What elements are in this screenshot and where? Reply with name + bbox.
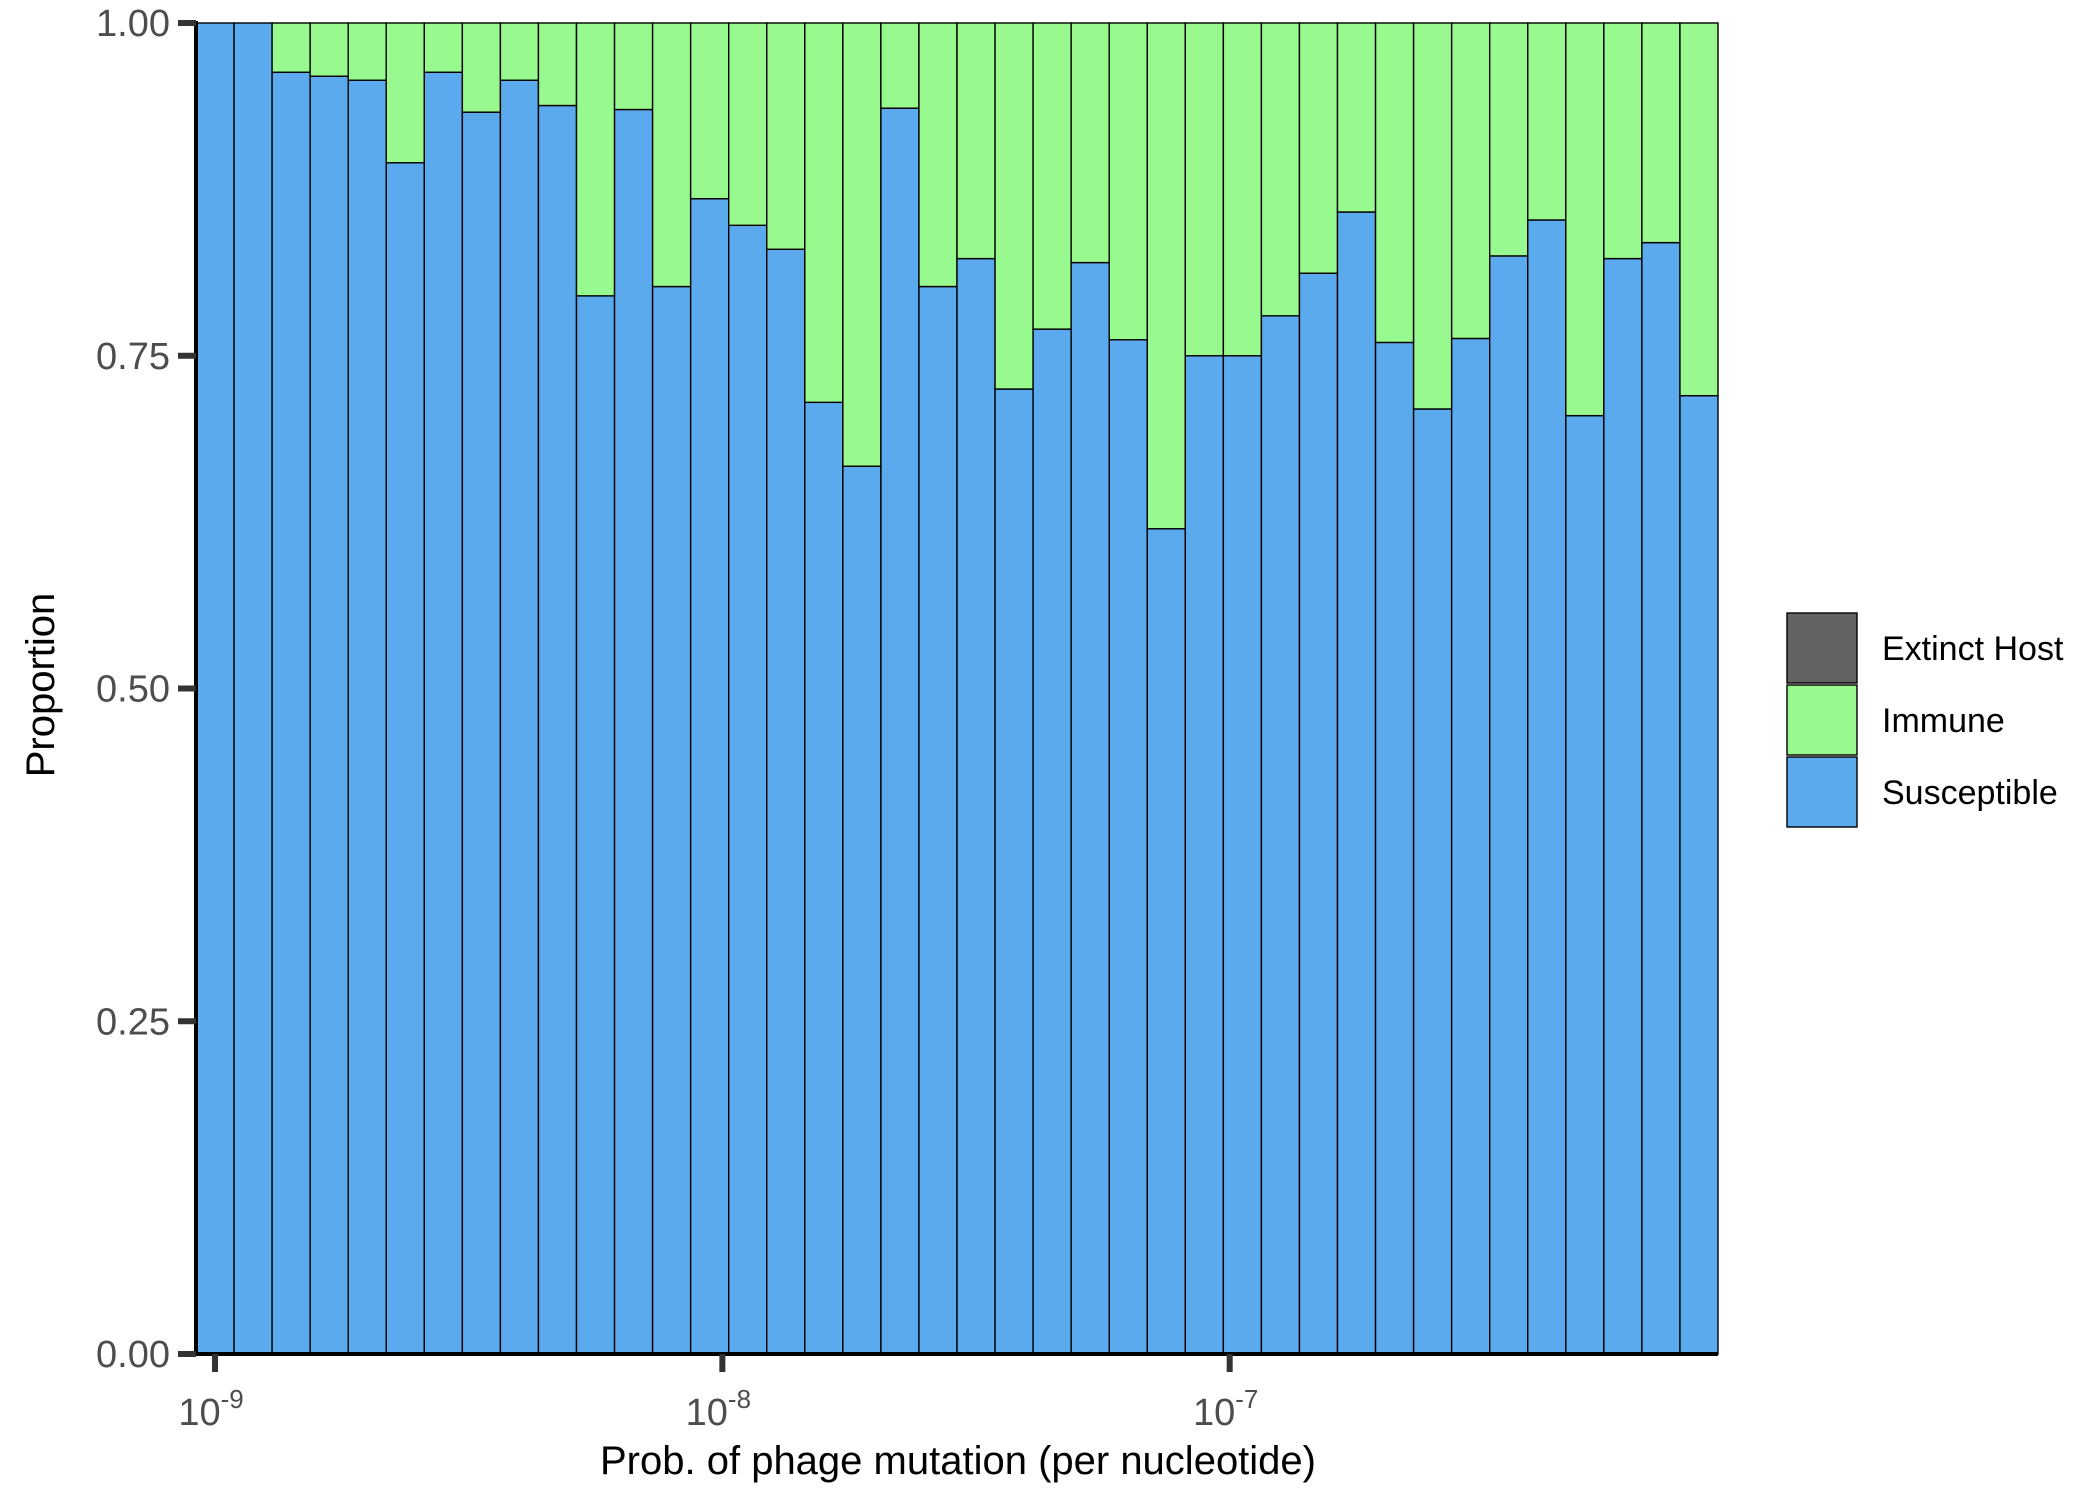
bar-susceptible-38	[1603, 257, 1643, 1355]
bar-immune-37	[1565, 22, 1605, 417]
bar-susceptible-19	[880, 107, 920, 1355]
bar-susceptible-14	[689, 197, 730, 1355]
legend-key-susceptible	[1786, 756, 1858, 828]
bar-susceptible-40	[1679, 394, 1719, 1355]
y-tick-label: 0.25	[96, 1001, 170, 1043]
bar-susceptible-6	[385, 162, 425, 1355]
bar-susceptible-28	[1222, 355, 1263, 1355]
bar-immune-13	[651, 22, 692, 288]
bar-immune-22	[994, 22, 1034, 390]
bar-susceptible-35	[1488, 255, 1529, 1355]
bar-susceptible-31	[1336, 211, 1377, 1355]
bar-susceptible-30	[1298, 272, 1339, 1355]
x-axis-title: Prob. of phage mutation (per nucleotide)	[600, 1439, 1316, 1483]
bar-immune-20	[918, 22, 958, 288]
bars-group	[195, 22, 1719, 1355]
bar-susceptible-32	[1374, 341, 1415, 1355]
bar-susceptible-26	[1146, 528, 1186, 1355]
bar-susceptible-36	[1527, 219, 1567, 1355]
bar-immune-3	[271, 22, 311, 73]
bar-immune-6	[385, 22, 425, 164]
bar-immune-18	[842, 22, 882, 467]
y-axis-title: Proportion	[19, 593, 63, 778]
bar-immune-25	[1108, 22, 1148, 341]
bar-susceptible-7	[423, 71, 464, 1355]
legend-label-immune: Immune	[1882, 702, 2005, 740]
bar-immune-24	[1070, 22, 1110, 264]
bar-immune-5	[347, 22, 387, 81]
bar-immune-31	[1336, 22, 1377, 213]
bar-immune-17	[804, 22, 844, 404]
bar-susceptible-23	[1032, 328, 1072, 1355]
bar-immune-39	[1641, 22, 1681, 244]
bar-susceptible-13	[651, 285, 692, 1355]
x-tick-label: 10-7	[1193, 1384, 1258, 1434]
bar-immune-33	[1412, 22, 1453, 410]
bar-susceptible-39	[1641, 241, 1681, 1355]
axes-group: 0.00 0.25 0.50 0.75 1.00 10-9 10-8 10-7	[96, 3, 1718, 1434]
bar-susceptible-24	[1070, 261, 1110, 1355]
bar-immune-30	[1298, 22, 1339, 274]
bar-susceptible-34	[1450, 337, 1491, 1355]
bar-immune-4	[309, 22, 349, 77]
bar-immune-8	[461, 22, 502, 113]
bar-susceptible-37	[1565, 414, 1605, 1355]
bar-susceptible-33	[1412, 408, 1453, 1355]
bar-susceptible-22	[994, 388, 1034, 1355]
x-tick-label: 10-9	[178, 1384, 243, 1434]
bar-immune-19	[880, 22, 920, 109]
bar-susceptible-20	[918, 285, 958, 1355]
bar-immune-10	[537, 22, 578, 107]
bar-susceptible-17	[804, 401, 844, 1355]
bar-susceptible-18	[842, 465, 882, 1355]
bar-susceptible-5	[347, 79, 387, 1355]
legend-key-extinct-host	[1786, 612, 1858, 684]
bar-susceptible-27	[1184, 355, 1225, 1355]
bar-susceptible-8	[461, 111, 502, 1355]
bar-susceptible-3	[271, 71, 311, 1355]
bar-susceptible-29	[1260, 315, 1301, 1355]
bar-immune-40	[1679, 22, 1719, 397]
bar-immune-16	[766, 22, 806, 250]
bar-immune-15	[728, 22, 768, 227]
bar-susceptible-10	[537, 104, 578, 1355]
y-tick-label: 0.00	[96, 1334, 170, 1376]
x-tick-label: 10-8	[686, 1384, 751, 1434]
bar-immune-12	[613, 22, 654, 111]
bar-immune-28	[1222, 22, 1263, 357]
bar-immune-35	[1488, 22, 1529, 257]
legend: Extinct Host Immune Susceptible	[1786, 612, 2064, 828]
bar-susceptible-21	[956, 257, 996, 1355]
bar-immune-21	[956, 22, 996, 260]
bar-immune-29	[1260, 22, 1301, 317]
bar-susceptible-15	[728, 224, 768, 1355]
legend-label-extinct-host: Extinct Host	[1882, 630, 2064, 668]
bar-immune-9	[499, 22, 540, 81]
bar-susceptible-25	[1108, 339, 1148, 1355]
bar-immune-26	[1146, 22, 1186, 530]
bar-immune-32	[1374, 22, 1415, 344]
bar-susceptible-4	[309, 75, 349, 1355]
y-tick-label: 0.50	[96, 669, 170, 711]
bar-immune-7	[423, 22, 464, 73]
bar-immune-11	[575, 22, 616, 297]
bar-immune-23	[1032, 22, 1072, 330]
bar-immune-27	[1184, 22, 1225, 357]
bar-immune-34	[1450, 22, 1491, 340]
bar-susceptible-11	[575, 295, 616, 1355]
bar-susceptible-1	[195, 22, 235, 1355]
y-tick-label: 1.00	[96, 3, 170, 45]
bar-susceptible-12	[613, 108, 654, 1355]
bar-susceptible-9	[499, 79, 540, 1355]
bar-immune-36	[1527, 22, 1567, 221]
bar-immune-38	[1603, 22, 1643, 260]
bar-susceptible-16	[766, 248, 806, 1355]
bar-susceptible-2	[233, 22, 273, 1355]
bar-immune-14	[689, 22, 730, 200]
legend-key-immune	[1786, 684, 1858, 756]
legend-label-susceptible: Susceptible	[1882, 774, 2058, 812]
y-tick-label: 0.75	[96, 336, 170, 378]
